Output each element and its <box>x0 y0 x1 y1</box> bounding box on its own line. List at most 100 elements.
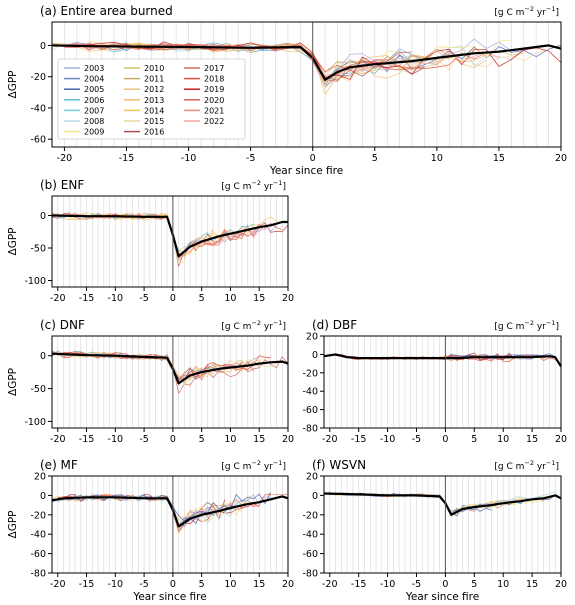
units-part: −2 <box>251 179 261 187</box>
units-part: −1 <box>546 459 556 467</box>
x-tick-label: -20 <box>50 434 66 445</box>
units-part: −1 <box>546 5 556 13</box>
y-tick-label: -40 <box>302 387 318 398</box>
x-tick-label: 15 <box>253 293 265 304</box>
x-tick-label: -15 <box>79 579 95 590</box>
x-tick-label: 0 <box>442 434 448 445</box>
axes-frame <box>323 475 562 574</box>
x-tick-label: -5 <box>139 434 148 445</box>
units-part: [g C m <box>221 462 251 472</box>
axes-frame <box>51 335 289 429</box>
units-part: −2 <box>524 319 534 327</box>
y-ticks: 20 0 -20 -40 -60 -80 <box>30 472 52 580</box>
y-tick-label: -40 <box>302 530 318 541</box>
units-part: yr <box>534 462 546 472</box>
units-label: [g C m−2 yr−1] <box>494 5 559 18</box>
legend-label: 2018 <box>204 75 224 84</box>
x-tick-label: -10 <box>380 579 396 590</box>
legend-label: 2012 <box>144 85 164 94</box>
units-part: ] <box>555 462 559 472</box>
legend-label: 2005 <box>84 85 104 94</box>
units-part: −2 <box>251 319 261 327</box>
y-tick-label: -20 <box>302 510 318 521</box>
x-tick-label: 10 <box>224 434 236 445</box>
year-series <box>51 350 289 394</box>
legend-label: 2008 <box>84 117 104 126</box>
x-tick-label: -10 <box>108 434 124 445</box>
x-tick-label: -15 <box>119 153 135 164</box>
units-part: −1 <box>273 319 283 327</box>
x-ticks: -20 -15 -10 -5 0 5 10 15 20 <box>57 147 567 164</box>
x-tick-label: 10 <box>497 434 509 445</box>
y-ticks: 0 -50 -100 <box>24 351 52 428</box>
units-part: yr <box>261 182 273 192</box>
x-axis-label: Year since fire <box>405 591 479 603</box>
y-tick-label: -50 <box>30 384 46 395</box>
units-part: ] <box>282 462 286 472</box>
y-tick-label: 0 <box>312 491 318 502</box>
x-tick-label: -5 <box>139 293 148 304</box>
y-tick-label: -20 <box>30 510 46 521</box>
y-tick-label: -20 <box>302 368 318 379</box>
x-tick-label: 20 <box>555 579 567 590</box>
units-part: [g C m <box>494 462 524 472</box>
y-tick-label: -80 <box>302 424 318 435</box>
y-tick-label: -60 <box>30 135 46 146</box>
vertical-grid <box>51 476 289 573</box>
units-part: [g C m <box>494 322 524 332</box>
x-tick-label: -15 <box>351 579 367 590</box>
x-tick-label: 0 <box>170 434 176 445</box>
axes-frame <box>51 475 289 574</box>
mean-line <box>51 352 289 385</box>
x-tick-label: -10 <box>181 153 197 164</box>
mean-line <box>323 492 562 516</box>
x-tick-label: 5 <box>471 434 477 445</box>
y-tick-label: -20 <box>30 72 46 83</box>
y-tick-label: 0 <box>40 491 46 502</box>
x-tick-label: 20 <box>555 434 567 445</box>
series-line-2019 <box>57 494 260 534</box>
panel-title: (f) WSVN <box>312 458 366 472</box>
panels: 0-20-40-60-20 -15 -10 -5 0 5 10 15 20(a) Entire … <box>7 4 567 603</box>
x-tick-label: -5 <box>412 579 421 590</box>
legend-label: 2019 <box>204 85 224 94</box>
units-part: [g C m <box>494 8 524 18</box>
mean-line <box>51 495 289 528</box>
y-tick-label: 20 <box>306 472 318 483</box>
x-tick-label: -10 <box>108 293 124 304</box>
x-ticks: -20 -15 -10 -5 0 5 10 15 20 <box>50 287 294 304</box>
y-ticks: 20 0 -20 -40 -60 -80 <box>302 332 324 435</box>
x-tick-label: -20 <box>50 579 66 590</box>
legend: 2003200420052006200720082009201020112012… <box>57 58 246 140</box>
axes-frame <box>51 21 562 148</box>
units-label: [g C m−2 yr−1] <box>221 459 286 472</box>
y-tick-label: -60 <box>30 549 46 560</box>
x-tick-label: 20 <box>282 293 294 304</box>
legend-label: 2022 <box>204 117 224 126</box>
units-part: −1 <box>546 319 556 327</box>
panel-3: 0-50-100-20 -15 -10 -5 0 5 10 15 20(c) DNF [g C m… <box>7 318 294 445</box>
vertical-grid <box>51 336 289 428</box>
legend-label: 2010 <box>144 64 164 73</box>
legend-label: 2020 <box>204 96 224 105</box>
vertical-grid <box>323 476 562 573</box>
units-part: yr <box>261 322 273 332</box>
panel-title: (e) MF <box>40 458 78 472</box>
x-tick-label: 10 <box>431 153 443 164</box>
vertical-grid <box>51 196 289 287</box>
series-line-2013 <box>57 212 214 260</box>
x-tick-label: 5 <box>471 579 477 590</box>
x-tick-label: -20 <box>322 434 338 445</box>
units-label: [g C m−2 yr−1] <box>494 319 559 332</box>
x-tick-label: -20 <box>322 579 338 590</box>
x-tick-label: 20 <box>282 434 294 445</box>
x-tick-label: 15 <box>493 153 505 164</box>
legend-label: 2009 <box>84 128 104 137</box>
x-ticks: -20 -15 -10 -5 0 5 10 15 20 <box>322 428 567 445</box>
y-ticks: 0 -20 -40 -60 <box>30 41 52 146</box>
panel-4: 200-20-40-60-80-20 -15 -10 -5 0 5 10 15 20(d) DB… <box>302 318 567 445</box>
x-tick-label: 10 <box>224 579 236 590</box>
units-part: −1 <box>273 179 283 187</box>
x-axis-label: Year since fire <box>132 591 206 603</box>
